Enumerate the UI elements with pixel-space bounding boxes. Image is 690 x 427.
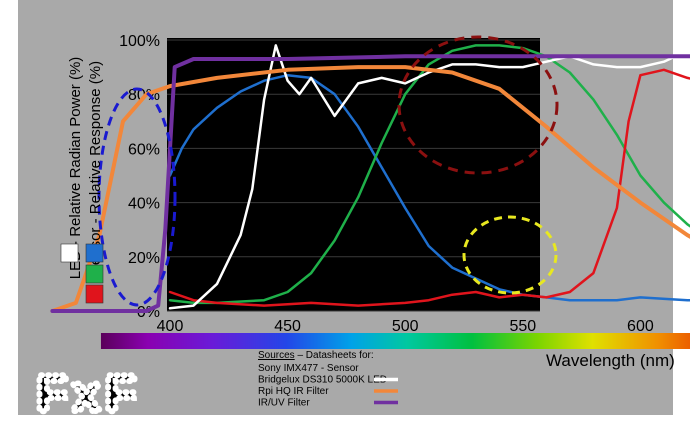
x-tick-label: 550 <box>509 318 536 335</box>
annotation-ellipse-blue <box>97 87 177 307</box>
legend-item-label: IR/UV Filter <box>258 398 310 409</box>
spectrum-bar <box>100 333 690 349</box>
series-line-4 <box>50 65 690 313</box>
channel-swatch <box>85 264 104 284</box>
logo: FxF <box>36 365 140 423</box>
x-tick-label: 600 <box>627 318 654 335</box>
x-axis-label: Wavelength (nm) <box>546 351 675 370</box>
series-line-2 <box>168 68 690 307</box>
y-tick-label: 60% <box>128 141 160 158</box>
legend-header-rest: – Datasheets for: <box>295 350 374 361</box>
legend-item-label: Rpi HQ IR Filter <box>258 386 329 397</box>
y-tick-label: 40% <box>128 196 160 213</box>
x-tick-label: 500 <box>392 318 419 335</box>
y-tick-label: 100% <box>119 33 160 50</box>
series-line-1 <box>168 44 690 305</box>
series-line-5 <box>50 54 690 313</box>
y-axis-label-sensor: Sensor - Relative Response (%) <box>87 61 104 275</box>
x-tick-label: 400 <box>157 318 184 335</box>
x-tick-label: 450 <box>274 318 301 335</box>
legend-item-label: Sony IMX477 - Sensor <box>258 363 359 374</box>
y-tick-label: 20% <box>128 250 160 267</box>
annotation-ellipse-yellow <box>462 215 558 295</box>
channel-swatch <box>85 284 104 304</box>
annotation-ellipse-darkred <box>397 35 559 175</box>
legend-header-sources: Sources <box>258 350 295 361</box>
channel-swatch <box>60 243 79 263</box>
series-line-0 <box>168 73 690 302</box>
legend-header: Sources – Datasheets for: <box>258 350 374 361</box>
series-line-3 <box>168 44 690 310</box>
y-axis-label-led: LED - Relative Radian Power (%) <box>67 57 84 280</box>
channel-swatch <box>85 243 104 263</box>
legend-item-label: Bridgelux DS310 5000K LED <box>258 375 387 386</box>
plot-area <box>167 38 540 311</box>
